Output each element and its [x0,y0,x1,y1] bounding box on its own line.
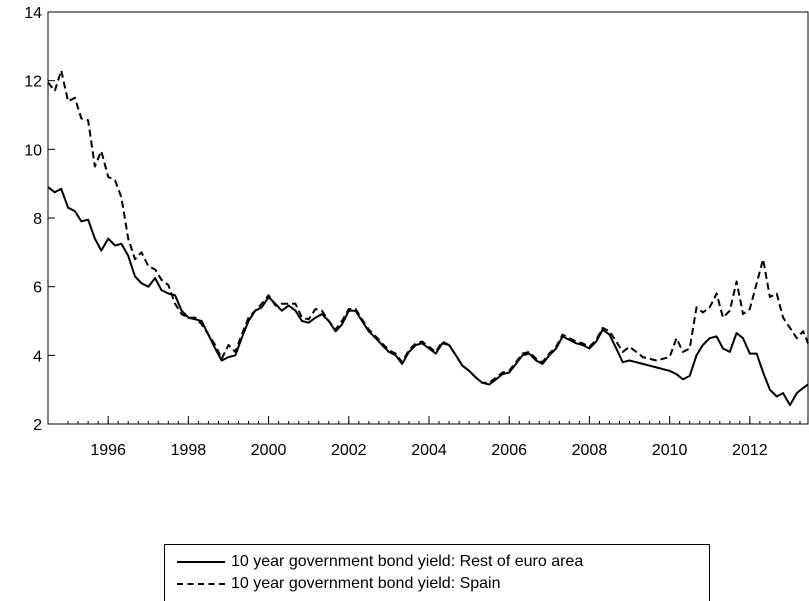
x-tick-label: 2012 [732,442,768,459]
x-minor-ticks [67,421,801,424]
x-tick-label: 2000 [251,442,287,459]
x-tick-label: 2010 [652,442,688,459]
x-tick-label: 2006 [491,442,527,459]
y-tick-label: 8 [33,211,42,228]
x-tick-label: 2002 [331,442,367,459]
line-chart: 2 4 6 8 10 12 14 1996 1998 2000 2002 2004 2006 2008 2… [24,5,809,459]
y-tick-label: 6 [33,280,42,297]
series-group [47,69,809,407]
y-tick-label: 2 [33,417,42,434]
y-tick-label: 14 [24,5,42,22]
x-axis: 1996 1998 2000 2002 2004 2006 2008 2010 2012 [90,416,768,459]
series-line-spain [47,69,809,384]
y-axis: 2 4 6 8 10 12 14 [24,5,55,434]
series-line-rest-of-euro-area [47,186,809,407]
y-tick-label: 4 [33,348,42,365]
legend-item-rest-of-euro-area: 10 year government bond yield: Rest of e… [177,551,583,573]
legend-label-spain: 10 year government bond yield: Spain [231,575,501,592]
y-tick-label: 12 [24,74,42,91]
legend-item-spain: 10 year government bond yield: Spain [177,573,501,595]
legend-label-rest-of-euro-area: 10 year government bond yield: Rest of e… [231,553,584,570]
y-tick-label: 10 [24,142,42,159]
x-tick-label: 2008 [572,442,608,459]
legend-swatch-dashed [177,583,225,585]
legend: 10 year government bond yield: Rest of e… [164,544,710,601]
legend-swatch-solid [177,561,225,563]
x-tick-label: 2004 [411,442,447,459]
x-tick-label: 1998 [171,442,207,459]
x-tick-label: 1996 [90,442,126,459]
